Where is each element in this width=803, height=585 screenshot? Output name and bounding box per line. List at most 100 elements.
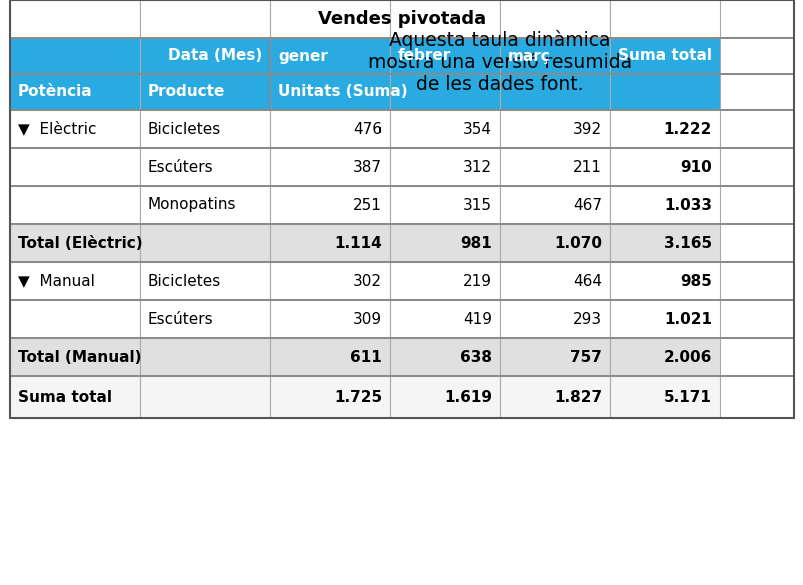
Bar bbox=[270, 148, 389, 186]
Bar bbox=[10, 300, 140, 338]
Text: 387: 387 bbox=[353, 160, 381, 174]
Text: 1.725: 1.725 bbox=[333, 390, 381, 404]
Text: 1.619: 1.619 bbox=[443, 390, 491, 404]
Bar bbox=[10, 224, 140, 262]
Bar bbox=[389, 110, 499, 148]
Bar bbox=[10, 376, 793, 418]
Bar bbox=[270, 74, 389, 110]
Text: 354: 354 bbox=[463, 122, 491, 136]
Text: 312: 312 bbox=[463, 160, 491, 174]
Bar bbox=[270, 300, 389, 338]
Text: Suma total: Suma total bbox=[18, 390, 112, 404]
Bar bbox=[10, 300, 793, 338]
Text: 476: 476 bbox=[353, 122, 381, 136]
Text: Bicicletes: Bicicletes bbox=[148, 274, 221, 288]
Text: 467: 467 bbox=[573, 198, 601, 212]
Text: Producte: Producte bbox=[148, 84, 225, 99]
Text: Data (Mes): Data (Mes) bbox=[168, 49, 262, 64]
Bar bbox=[10, 74, 140, 110]
Text: Suma total: Suma total bbox=[618, 49, 711, 64]
Text: 757: 757 bbox=[569, 349, 601, 364]
Bar bbox=[609, 38, 719, 74]
Bar bbox=[10, 0, 140, 38]
Bar bbox=[10, 74, 793, 110]
Text: 910: 910 bbox=[679, 160, 711, 174]
Bar bbox=[10, 110, 140, 148]
Text: Bicicletes: Bicicletes bbox=[148, 122, 221, 136]
Bar bbox=[389, 338, 499, 376]
Bar bbox=[609, 74, 719, 110]
Bar bbox=[609, 224, 719, 262]
Bar bbox=[10, 186, 793, 224]
Text: Escúters: Escúters bbox=[148, 311, 214, 326]
Bar bbox=[270, 224, 389, 262]
Bar bbox=[609, 186, 719, 224]
Bar bbox=[10, 224, 793, 262]
Bar bbox=[140, 338, 270, 376]
Bar bbox=[499, 300, 609, 338]
Bar bbox=[389, 376, 499, 418]
Bar bbox=[10, 38, 793, 74]
Text: 611: 611 bbox=[350, 349, 381, 364]
Text: Vendes pivotada: Vendes pivotada bbox=[317, 10, 486, 28]
Bar bbox=[10, 0, 793, 38]
Text: 985: 985 bbox=[679, 274, 711, 288]
Bar bbox=[389, 74, 499, 110]
Bar bbox=[140, 376, 270, 418]
Bar bbox=[609, 148, 719, 186]
Bar bbox=[270, 338, 389, 376]
Bar bbox=[389, 0, 499, 38]
Bar bbox=[270, 262, 389, 300]
Bar bbox=[10, 338, 793, 376]
Bar bbox=[499, 376, 609, 418]
Text: 309: 309 bbox=[353, 311, 381, 326]
Bar bbox=[10, 148, 793, 186]
Text: Potència: Potència bbox=[18, 84, 92, 99]
Text: 392: 392 bbox=[573, 122, 601, 136]
Bar bbox=[10, 38, 140, 74]
Bar bbox=[140, 224, 270, 262]
Text: 464: 464 bbox=[573, 274, 601, 288]
Bar bbox=[499, 110, 609, 148]
Bar bbox=[389, 38, 499, 74]
Bar bbox=[609, 0, 719, 38]
Text: 219: 219 bbox=[463, 274, 491, 288]
Bar bbox=[10, 262, 140, 300]
Bar bbox=[389, 300, 499, 338]
Bar bbox=[389, 148, 499, 186]
Bar bbox=[140, 186, 270, 224]
Text: març: març bbox=[507, 49, 550, 64]
Bar bbox=[140, 74, 270, 110]
Text: 2.006: 2.006 bbox=[662, 349, 711, 364]
Text: ▼  Elèctric: ▼ Elèctric bbox=[18, 122, 96, 136]
Text: Monopatins: Monopatins bbox=[148, 198, 236, 212]
Bar bbox=[140, 262, 270, 300]
Bar bbox=[270, 110, 389, 148]
Bar bbox=[499, 0, 609, 38]
Bar bbox=[140, 38, 270, 74]
Text: Total (Elèctric): Total (Elèctric) bbox=[18, 236, 142, 250]
Bar bbox=[609, 338, 719, 376]
Text: 1.070: 1.070 bbox=[553, 236, 601, 250]
Bar bbox=[10, 186, 140, 224]
Bar bbox=[499, 38, 609, 74]
Bar bbox=[270, 0, 389, 38]
Text: Unitats (Suma): Unitats (Suma) bbox=[278, 84, 407, 99]
Bar bbox=[499, 74, 609, 110]
Text: 211: 211 bbox=[573, 160, 601, 174]
Bar bbox=[270, 38, 389, 74]
Text: ▼  Manual: ▼ Manual bbox=[18, 274, 95, 288]
Bar bbox=[389, 224, 499, 262]
Text: 251: 251 bbox=[353, 198, 381, 212]
Bar bbox=[389, 186, 499, 224]
Bar bbox=[10, 338, 140, 376]
Bar bbox=[609, 110, 719, 148]
Text: Escúters: Escúters bbox=[148, 160, 214, 174]
Bar bbox=[609, 300, 719, 338]
Bar bbox=[10, 110, 793, 148]
Bar bbox=[140, 300, 270, 338]
Bar bbox=[10, 376, 140, 418]
Bar bbox=[499, 262, 609, 300]
Bar bbox=[10, 262, 793, 300]
Text: 5.171: 5.171 bbox=[663, 390, 711, 404]
